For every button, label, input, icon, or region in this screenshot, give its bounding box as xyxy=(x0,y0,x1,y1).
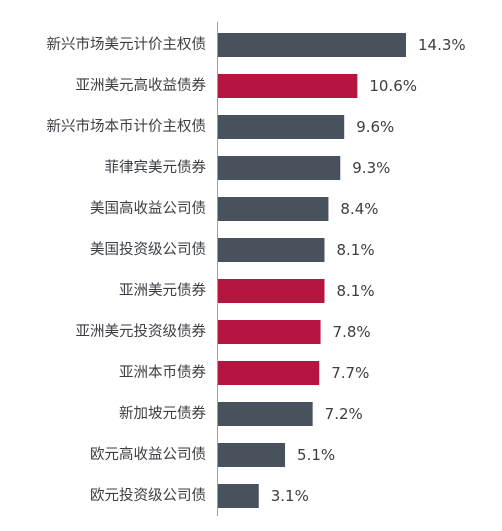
bar xyxy=(218,33,406,57)
category-label: 美国高收益公司债 xyxy=(90,200,206,217)
bar xyxy=(218,115,345,139)
bar xyxy=(218,238,325,262)
category-label: 亚洲美元投资级债券 xyxy=(76,323,207,340)
bar xyxy=(218,74,358,98)
value-label: 7.7% xyxy=(331,364,369,382)
value-label: 5.1% xyxy=(297,446,335,464)
category-label: 新加坡元债券 xyxy=(119,405,206,422)
bar xyxy=(218,197,329,221)
value-label: 8.4% xyxy=(340,200,378,218)
bar xyxy=(218,361,320,385)
value-label: 8.1% xyxy=(336,282,374,300)
category-label: 欧元投资级公司债 xyxy=(90,487,206,504)
value-label: 7.8% xyxy=(333,323,371,341)
category-labels: 新兴市场美元计价主权债亚洲美元高收益债券新兴市场本币计价主权债菲律宾美元债券美国… xyxy=(47,36,207,504)
bar xyxy=(218,484,259,508)
value-label: 14.3% xyxy=(418,36,466,54)
value-label: 9.3% xyxy=(352,159,390,177)
category-label: 欧元高收益公司债 xyxy=(90,446,206,463)
category-label: 新兴市场美元计价主权债 xyxy=(47,36,207,53)
value-label: 3.1% xyxy=(271,487,309,505)
bar xyxy=(218,443,286,467)
bars xyxy=(218,33,406,508)
category-label: 亚洲本币债券 xyxy=(119,364,206,381)
category-label: 新兴市场本币计价主权债 xyxy=(47,118,207,135)
bar xyxy=(218,156,341,180)
bar xyxy=(218,402,313,426)
value-labels: 14.3% 10.6% 9.6% 9.3% 8.4% 8.1% 8.1% 7.8% 7.7% 7.… xyxy=(271,36,466,505)
category-label: 亚洲美元债券 xyxy=(119,282,206,299)
value-label: 9.6% xyxy=(356,118,394,136)
bar xyxy=(218,320,321,344)
category-label: 菲律宾美元债券 xyxy=(105,159,207,176)
value-label: 7.2% xyxy=(325,405,363,423)
value-label: 8.1% xyxy=(336,241,374,259)
bar xyxy=(218,279,325,303)
category-label: 亚洲美元高收益债券 xyxy=(76,77,207,94)
category-label: 美国投资级公司债 xyxy=(90,241,206,258)
value-label: 10.6% xyxy=(369,77,417,95)
